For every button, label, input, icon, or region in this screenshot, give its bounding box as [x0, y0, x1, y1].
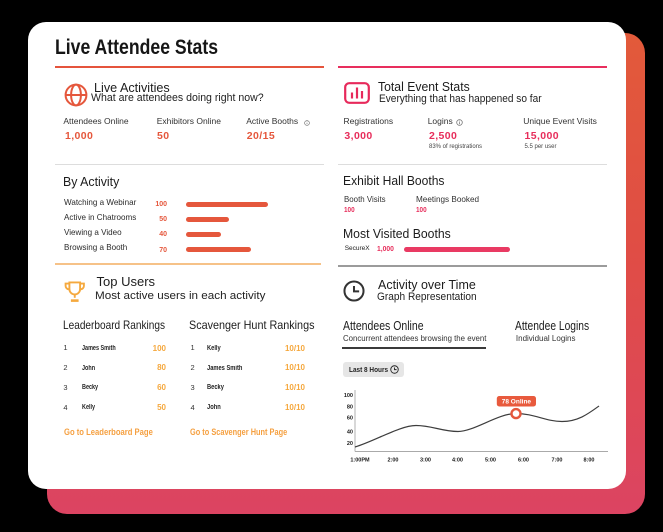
svg-text:5:00: 5:00 — [485, 458, 496, 464]
svg-text:60: 60 — [347, 416, 353, 422]
svg-text:2:00: 2:00 — [387, 458, 398, 464]
svg-text:78 Online: 78 Online — [502, 399, 532, 406]
svg-text:7:00: 7:00 — [551, 458, 562, 464]
svg-text:3:00: 3:00 — [420, 458, 431, 464]
svg-text:4:00: 4:00 — [452, 458, 463, 464]
svg-text:6:00: 6:00 — [518, 458, 529, 464]
svg-text:1:00PM: 1:00PM — [350, 458, 370, 464]
svg-text:20: 20 — [347, 441, 353, 447]
svg-text:80: 80 — [347, 405, 353, 411]
svg-text:40: 40 — [347, 430, 353, 436]
svg-text:100: 100 — [344, 393, 353, 399]
svg-text:8:00: 8:00 — [583, 458, 594, 464]
